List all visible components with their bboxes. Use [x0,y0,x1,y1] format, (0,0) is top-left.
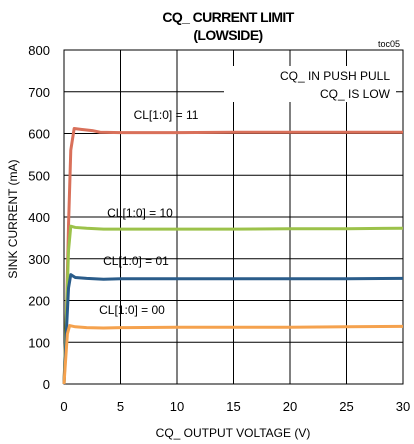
series-label: CL[1:0] = 11 [134,108,199,122]
y-tick-label: 500 [28,168,50,183]
x-tick-labels: 0 5 10 15 20 25 30 [60,399,410,414]
y-tick-label: 0 [43,377,50,392]
x-tick-label: 5 [117,399,124,414]
x-tick-label: 10 [170,399,184,414]
series-line [62,324,404,385]
series-label: CL[1:0] = 01 [103,254,169,268]
plot-frame [63,49,404,385]
y-axis-label: SINK CURRENT (mA) [6,159,20,278]
chart-title-line1: CQ_ CURRENT LIMIT [162,9,294,25]
y-tick-label: 200 [28,294,50,309]
series-label: CL[1:0] = 00 [99,303,165,317]
x-tick-label: 30 [396,399,410,414]
figure-tag: toc05 [378,39,400,49]
y-tick-label: 300 [28,252,50,267]
x-tick-label: 20 [283,399,297,414]
y-tick-label: 100 [28,335,50,350]
series-label: CL[1:0] = 10 [107,206,173,220]
series-group [62,126,404,385]
series-line [62,224,404,385]
x-tick-label: 25 [339,399,353,414]
series-labels: CL[1:0] = 11 CL[1:0] = 10 CL[1:0] = 01 CL[1… [99,108,199,317]
x-axis-label: CQ_ OUTPUT VOLTAGE (V) [156,426,311,440]
y-tick-label: 600 [28,127,50,142]
annotation-box-bg [224,66,396,102]
y-tick-label: 400 [28,210,50,225]
series-line [62,273,404,385]
annotation-line2: CQ_ IS LOW [320,87,391,101]
y-tick-label: 800 [28,43,50,58]
x-tick-label: 15 [226,399,240,414]
y-tick-label: 700 [28,85,50,100]
x-tick-label: 0 [60,399,67,414]
y-tick-labels: 0 100 200 300 400 500 600 700 800 [28,43,50,392]
chart-title-line2: (LOWSIDE) [193,27,262,43]
series-line [62,126,403,385]
annotation-line1: CQ_ IN PUSH PULL [280,69,390,83]
